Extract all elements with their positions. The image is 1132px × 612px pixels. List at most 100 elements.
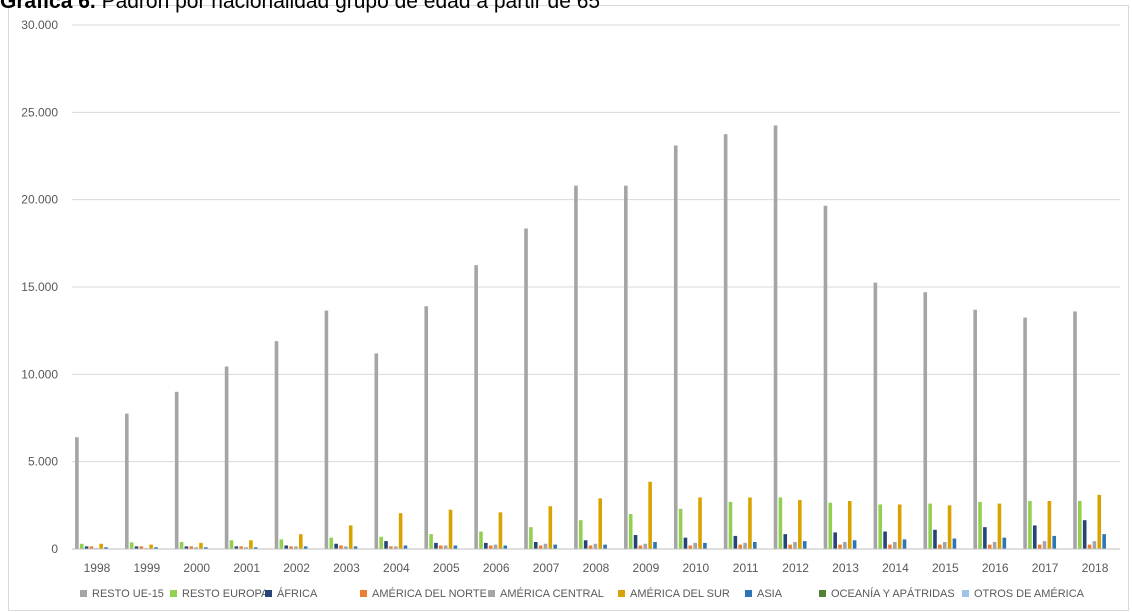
bar <box>129 542 134 549</box>
bar <box>429 534 433 549</box>
bar <box>624 185 628 549</box>
bar <box>253 547 258 549</box>
bar <box>778 497 783 549</box>
y-tick-label: 20.000 <box>21 193 58 207</box>
bar <box>823 205 828 549</box>
legend-swatch <box>80 590 87 597</box>
bar <box>1102 534 1106 549</box>
bar <box>802 541 807 549</box>
bar <box>723 134 728 550</box>
bar <box>878 504 883 549</box>
legend: RESTO UE-15 RESTO EUROPA ÁFRICA AMÉRICA DEL… <box>80 587 1085 600</box>
x-tick-label: 2016 <box>982 561 1009 575</box>
bar <box>843 542 847 549</box>
bar <box>249 540 253 549</box>
bar <box>279 539 284 549</box>
bar <box>174 391 179 549</box>
legend-swatch <box>488 590 495 597</box>
legend-label: ÁFRICA <box>277 587 318 600</box>
bar <box>553 544 557 549</box>
bar <box>938 544 942 549</box>
bar <box>379 536 383 549</box>
y-tick-label: 10.000 <box>21 367 58 381</box>
bar <box>923 292 928 549</box>
bar <box>99 543 103 549</box>
bar <box>788 544 792 549</box>
legend-label: OCEANÍA Y APÁTRIDAS <box>831 587 955 600</box>
legend-swatch <box>265 590 272 597</box>
x-tick-label: 2017 <box>1032 561 1059 575</box>
x-tick-label: 2010 <box>682 561 709 575</box>
bar <box>393 546 398 549</box>
bar <box>498 512 503 549</box>
legend-swatch <box>618 590 625 597</box>
bar <box>1097 494 1102 549</box>
bar <box>1052 535 1057 549</box>
bar <box>1032 525 1037 549</box>
bar <box>838 544 842 549</box>
bar <box>538 545 543 549</box>
bar <box>997 503 1002 549</box>
legend-label: RESTO UE-15 <box>92 588 164 600</box>
x-tick-label: 2003 <box>333 561 360 575</box>
x-axis-tick-labels: 1998 1999 2000 2001 2002 2003 2004 2005 2006 2007… <box>84 561 1109 575</box>
chart-title-bold: Gráfica 6. <box>0 0 96 13</box>
bar <box>893 542 897 549</box>
bar <box>244 547 248 549</box>
bar <box>179 542 184 549</box>
bar <box>439 545 443 549</box>
bar <box>793 542 797 549</box>
bar <box>229 540 234 549</box>
legend-swatch <box>170 590 177 597</box>
bar <box>224 366 229 549</box>
bar <box>334 543 338 549</box>
bar <box>398 513 403 549</box>
x-tick-label: 2007 <box>533 561 560 575</box>
bar <box>294 546 298 549</box>
x-tick-label: 2000 <box>183 561 210 575</box>
bar <box>753 542 757 549</box>
bar <box>933 529 937 549</box>
bar <box>952 538 957 549</box>
bar <box>873 282 878 549</box>
x-tick-label: 2002 <box>283 561 310 575</box>
bar <box>583 540 588 549</box>
bar <box>124 413 129 549</box>
bar <box>628 514 633 549</box>
bar <box>344 546 348 549</box>
gridlines <box>72 24 1120 463</box>
bar <box>653 542 657 549</box>
y-tick-label: 25.000 <box>21 105 58 119</box>
bar <box>75 437 79 549</box>
bar <box>648 481 652 549</box>
bar <box>978 501 982 549</box>
y-axis-tick-labels: 0 5.000 10.000 15.000 20.000 25.000 30.000 <box>21 18 58 556</box>
bar <box>134 546 139 549</box>
x-tick-label: 2005 <box>433 561 460 575</box>
bar <box>329 537 334 549</box>
bar <box>474 265 478 549</box>
bar <box>139 546 144 549</box>
bar <box>503 545 508 549</box>
bar <box>703 542 707 549</box>
bar <box>194 547 198 549</box>
bar <box>493 544 498 549</box>
bar <box>578 520 583 549</box>
bar <box>204 547 208 549</box>
bar <box>897 504 902 549</box>
bar <box>733 535 738 549</box>
bar <box>638 545 643 549</box>
legend-swatch <box>962 590 969 597</box>
bar <box>683 537 688 549</box>
x-tick-label: 2001 <box>233 561 260 575</box>
bar <box>84 546 89 549</box>
bar <box>543 543 548 549</box>
bar <box>353 546 358 549</box>
bar <box>339 545 343 549</box>
bar <box>1047 500 1052 549</box>
x-tick-label: 2018 <box>1082 561 1109 575</box>
bar <box>448 509 453 549</box>
x-tick-label: 2004 <box>383 561 410 575</box>
bar <box>533 542 538 549</box>
